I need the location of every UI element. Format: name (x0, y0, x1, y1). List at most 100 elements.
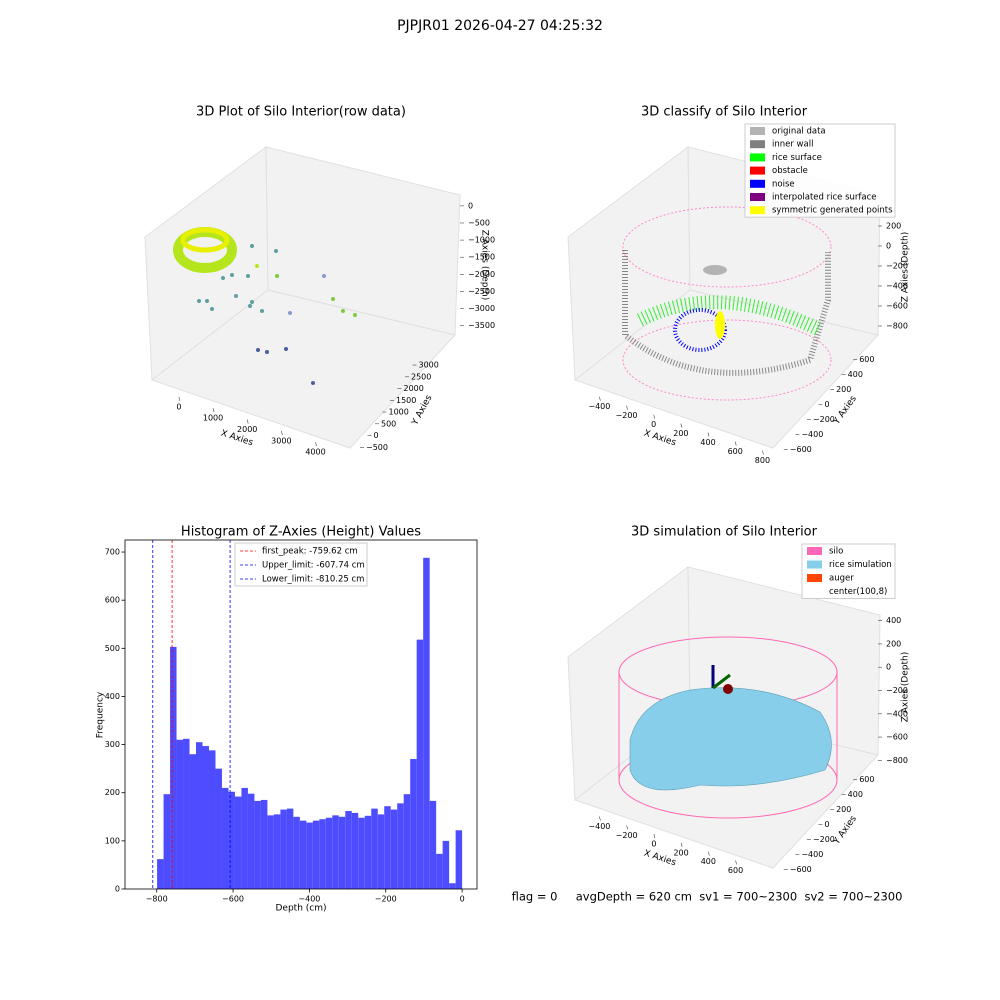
bar (312, 820, 320, 889)
x-tick-label: 400 (701, 857, 716, 866)
bar (196, 742, 203, 889)
z-tick-label: −2500 (468, 287, 495, 296)
legend-label: noise (772, 179, 795, 189)
legend-label: obstacle (772, 166, 808, 176)
x-tick-label: 0 (176, 402, 181, 411)
bar (371, 808, 378, 889)
z-tick-label: −3500 (468, 321, 495, 330)
z-tick-label: −200 (886, 262, 908, 271)
y-tick-label: 1500 (396, 396, 416, 405)
legend-label: rice simulation (829, 560, 892, 570)
x-tick-label: −400 (298, 895, 320, 904)
x-tick (626, 405, 628, 410)
legend-label: center(100,8) (829, 587, 887, 597)
x-tick-label: 200 (673, 848, 688, 857)
x-tick (599, 816, 601, 821)
legend-label: original data (772, 127, 826, 137)
legend-label: inner wall (772, 140, 813, 150)
x-tick-label: −600 (222, 895, 244, 904)
chart-title: 3D classify of Silo Interior (641, 105, 808, 120)
x-tick (178, 396, 181, 401)
bar (215, 768, 222, 889)
legend-swatch (750, 153, 765, 162)
z-tick-label: 400 (886, 616, 901, 625)
bar (221, 787, 229, 889)
axis-label: Z Axies (Depth) (901, 652, 911, 723)
legend-label: rice surface (772, 153, 822, 163)
bar (338, 816, 346, 889)
bar (163, 794, 171, 889)
bar (377, 814, 385, 889)
legend-swatch (750, 127, 765, 135)
bar (410, 759, 417, 889)
z-tick-label: 200 (886, 639, 901, 648)
x-tick (212, 408, 215, 413)
legend-swatch (807, 574, 822, 582)
x-tick-label: −200 (616, 411, 638, 420)
z-tick-label: −400 (886, 709, 908, 718)
x-tick-label: 800 (755, 456, 770, 465)
x-tick-label: −400 (588, 402, 610, 411)
legend-label: Lower_limit: -810.25 cm (262, 575, 364, 585)
y-tick-label: 0 (825, 820, 830, 829)
legend-box (234, 542, 368, 587)
x-tick (246, 419, 249, 424)
y-tick-label: 1000 (389, 408, 409, 417)
chart-title: 3D Plot of Silo Interior(row data) (196, 105, 406, 120)
bar (403, 794, 411, 889)
bar (247, 793, 255, 889)
z-tick-label: 0 (886, 242, 891, 251)
bar (416, 639, 424, 889)
legend-label: auger (829, 574, 854, 584)
x-tick-label: 200 (673, 429, 688, 438)
x-tick (626, 825, 628, 830)
plot-frame (124, 539, 478, 890)
y-tick-label: 500 (105, 644, 120, 653)
z-tick-label: −800 (886, 322, 908, 331)
z-tick-label: −600 (886, 733, 908, 742)
x-tick-label: 0 (651, 420, 656, 429)
bar (332, 815, 339, 889)
y-tick-label: 0 (825, 400, 830, 409)
legend-label: interpolated rice surface (772, 193, 877, 203)
bar (429, 800, 437, 889)
y-tick-label: 2500 (411, 372, 431, 381)
y-tick-label: 400 (105, 692, 120, 701)
z-tick-label: −800 (886, 756, 908, 765)
x-tick (735, 860, 737, 865)
x-tick-label: 4000 (305, 448, 325, 457)
bar (228, 791, 235, 889)
axis-label: Z Axies (Depth) (480, 230, 490, 301)
legend-swatch (807, 587, 822, 596)
panes-1 (144, 146, 461, 449)
x-tick-label: 600 (728, 447, 743, 456)
bar (423, 557, 430, 889)
z-tick-label: −600 (886, 302, 908, 311)
x-tick-label: 0 (651, 840, 656, 849)
bar (189, 754, 197, 889)
z-tick-label: −200 (886, 686, 908, 695)
legend-swatch (750, 179, 765, 188)
bar (358, 817, 365, 889)
bar (280, 809, 287, 889)
bar (345, 811, 352, 889)
y-tick-label: 100 (105, 836, 120, 845)
axis-label: Z Axies (Depth) (901, 232, 911, 303)
y-tick-label: 500 (381, 419, 396, 428)
x-tick-label: 400 (700, 438, 715, 447)
x-tick-label: −200 (616, 831, 638, 840)
bar (351, 812, 359, 889)
y-tick-label: −200 (813, 415, 835, 424)
x-tick-label: −200 (375, 895, 397, 904)
bar (241, 787, 248, 889)
y-tick-label: 700 (105, 548, 120, 557)
bar (170, 646, 177, 889)
x-tick (680, 842, 683, 847)
bar (449, 883, 456, 889)
x-tick (599, 396, 601, 401)
y-tick-label: 0 (374, 431, 379, 440)
chart-title: 3D simulation of Silo Interior (631, 525, 818, 540)
legend-swatch (750, 206, 765, 215)
y-tick-label: −200 (813, 835, 835, 844)
legend-swatch (807, 560, 822, 569)
